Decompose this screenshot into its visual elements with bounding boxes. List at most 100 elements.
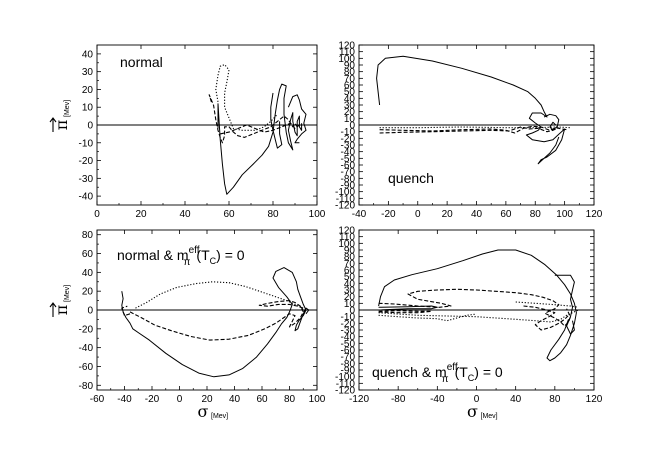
y-tick-label: 10 — [344, 299, 356, 310]
x-tick-label: 0 — [474, 394, 480, 405]
y-tick-label: -10 — [79, 138, 94, 149]
panel-annotation: normal — [120, 54, 163, 70]
x-axis-unit: [Mev] — [481, 413, 498, 420]
series-line-solid — [543, 113, 560, 131]
y-tick-label: 40 — [82, 268, 94, 279]
y-tick-label: 30 — [344, 101, 356, 112]
y-tick-label: 90 — [344, 61, 356, 72]
x-tick-label: 40 — [471, 209, 483, 220]
series-line-solid — [217, 83, 303, 195]
x-tick-label: 100 — [309, 394, 326, 405]
y-tick-label: 0 — [349, 306, 355, 317]
y-tick-label: -90 — [341, 181, 356, 192]
x-axis-symbol: σ — [467, 402, 478, 421]
x-tick-label: 0 — [415, 209, 421, 220]
x-tick-label: -60 — [90, 394, 105, 405]
panel-annotation: quench & meff π (TC) = 0 — [372, 362, 503, 385]
curves — [376, 55, 571, 165]
x-tick-label: 40 — [229, 394, 241, 405]
y-tick-label: -30 — [341, 326, 356, 337]
y-axis-label: π [Mev] — [49, 285, 71, 317]
x-tick-label: -20 — [145, 394, 160, 405]
y-tick-label: 90 — [344, 246, 356, 257]
x-tick-label: 40 — [510, 394, 522, 405]
y-tick-label: -120 — [335, 386, 355, 397]
y-tick-label: -10 — [341, 312, 356, 323]
x-tick-label: 100 — [309, 209, 326, 220]
series-line-dashed — [121, 305, 131, 317]
panel-normal: 0 20 40 60 80 100 -40 -30 -20 -10 0 10 20 30 40 normal π… — [49, 44, 326, 220]
y-tick-label: -40 — [79, 192, 94, 203]
panel-annotation: normal & meff π (TC) = 0 — [117, 245, 245, 268]
y-tick-label: 10 — [344, 114, 356, 125]
y-tick-label: 30 — [82, 67, 94, 78]
y-tick-label: -80 — [341, 359, 356, 370]
y-axis-label: π [Mev] — [49, 100, 71, 132]
series-line-solid — [376, 55, 566, 165]
y-tick-label: 50 — [344, 87, 356, 98]
series-line-solid — [554, 274, 575, 335]
panel-annotation: quench — [388, 170, 434, 186]
x-tick-label: 20 — [442, 209, 454, 220]
y-tick-label: -20 — [341, 134, 356, 145]
y-tick-label: 40 — [344, 279, 356, 290]
y-tick-label: 0 — [87, 121, 93, 132]
series-line-dashed — [129, 300, 307, 341]
y-tick-label: 40 — [344, 94, 356, 105]
y-tick-label: 70 — [344, 74, 356, 85]
y-axis-symbol: π — [52, 305, 71, 316]
y-tick-label: 20 — [344, 292, 356, 303]
series-line-solid — [270, 92, 283, 149]
y-tick-label: -100 — [335, 187, 355, 198]
series-line-dashed — [208, 94, 298, 144]
y-tick-label: 40 — [82, 49, 94, 60]
y-tick-label: 0 — [87, 306, 93, 317]
series-line-solid — [287, 94, 307, 144]
panel-quench: -40 -20 0 20 40 60 80 100 120-120-110-100-90-80-… — [335, 41, 603, 221]
y-tick-label: -70 — [341, 167, 356, 178]
y-tick-label: 70 — [344, 259, 356, 270]
y-tick-label: -30 — [341, 141, 356, 152]
y-tick-label: -100 — [335, 372, 355, 383]
x-tick-label: 20 — [201, 394, 213, 405]
y-tick-label: -80 — [341, 174, 356, 185]
series-line-solid — [378, 305, 438, 311]
y-tick-label: -40 — [341, 147, 356, 158]
x-axis-symbol: σ — [198, 402, 209, 421]
y-tick-label: -50 — [341, 339, 356, 350]
x-tick-label: 0 — [94, 209, 100, 220]
series-line-dotted — [515, 301, 579, 308]
x-tick-label: 60 — [500, 209, 512, 220]
y-tick-label: -30 — [79, 174, 94, 185]
x-tick-label: 0 — [177, 394, 183, 405]
x-tick-label: 80 — [530, 209, 542, 220]
y-tick-label: -110 — [336, 194, 356, 205]
y-tick-label: -90 — [341, 366, 356, 377]
y-tick-label: -120 — [335, 201, 355, 212]
x-tick-label: 100 — [556, 209, 573, 220]
y-tick-label: -50 — [341, 154, 356, 165]
curves — [378, 249, 579, 362]
x-tick-label: 40 — [179, 209, 191, 220]
y-tick-label: 60 — [344, 81, 356, 92]
series-line-dotted — [378, 313, 477, 322]
y-tick-label: 60 — [344, 266, 356, 277]
x-tick-label: 60 — [256, 394, 268, 405]
series-line-dashed — [378, 288, 572, 327]
x-tick-label: -40 — [430, 394, 445, 405]
y-tick-label: 110 — [339, 232, 355, 243]
x-tick-label: 80 — [284, 394, 296, 405]
x-tick-label: -80 — [391, 394, 406, 405]
curves — [121, 267, 310, 378]
y-tick-label: -40 — [79, 343, 94, 354]
series-line-dotted — [379, 126, 571, 129]
y-tick-label: -20 — [79, 324, 94, 335]
y-tick-label: -20 — [79, 156, 94, 167]
x-tick-label: -20 — [381, 209, 396, 220]
x-tick-label: 80 — [267, 209, 279, 220]
series-line-solid — [378, 249, 577, 362]
x-tick-label: 80 — [549, 394, 561, 405]
x-tick-label: 120 — [586, 209, 603, 220]
y-tick-label: -60 — [341, 346, 356, 357]
